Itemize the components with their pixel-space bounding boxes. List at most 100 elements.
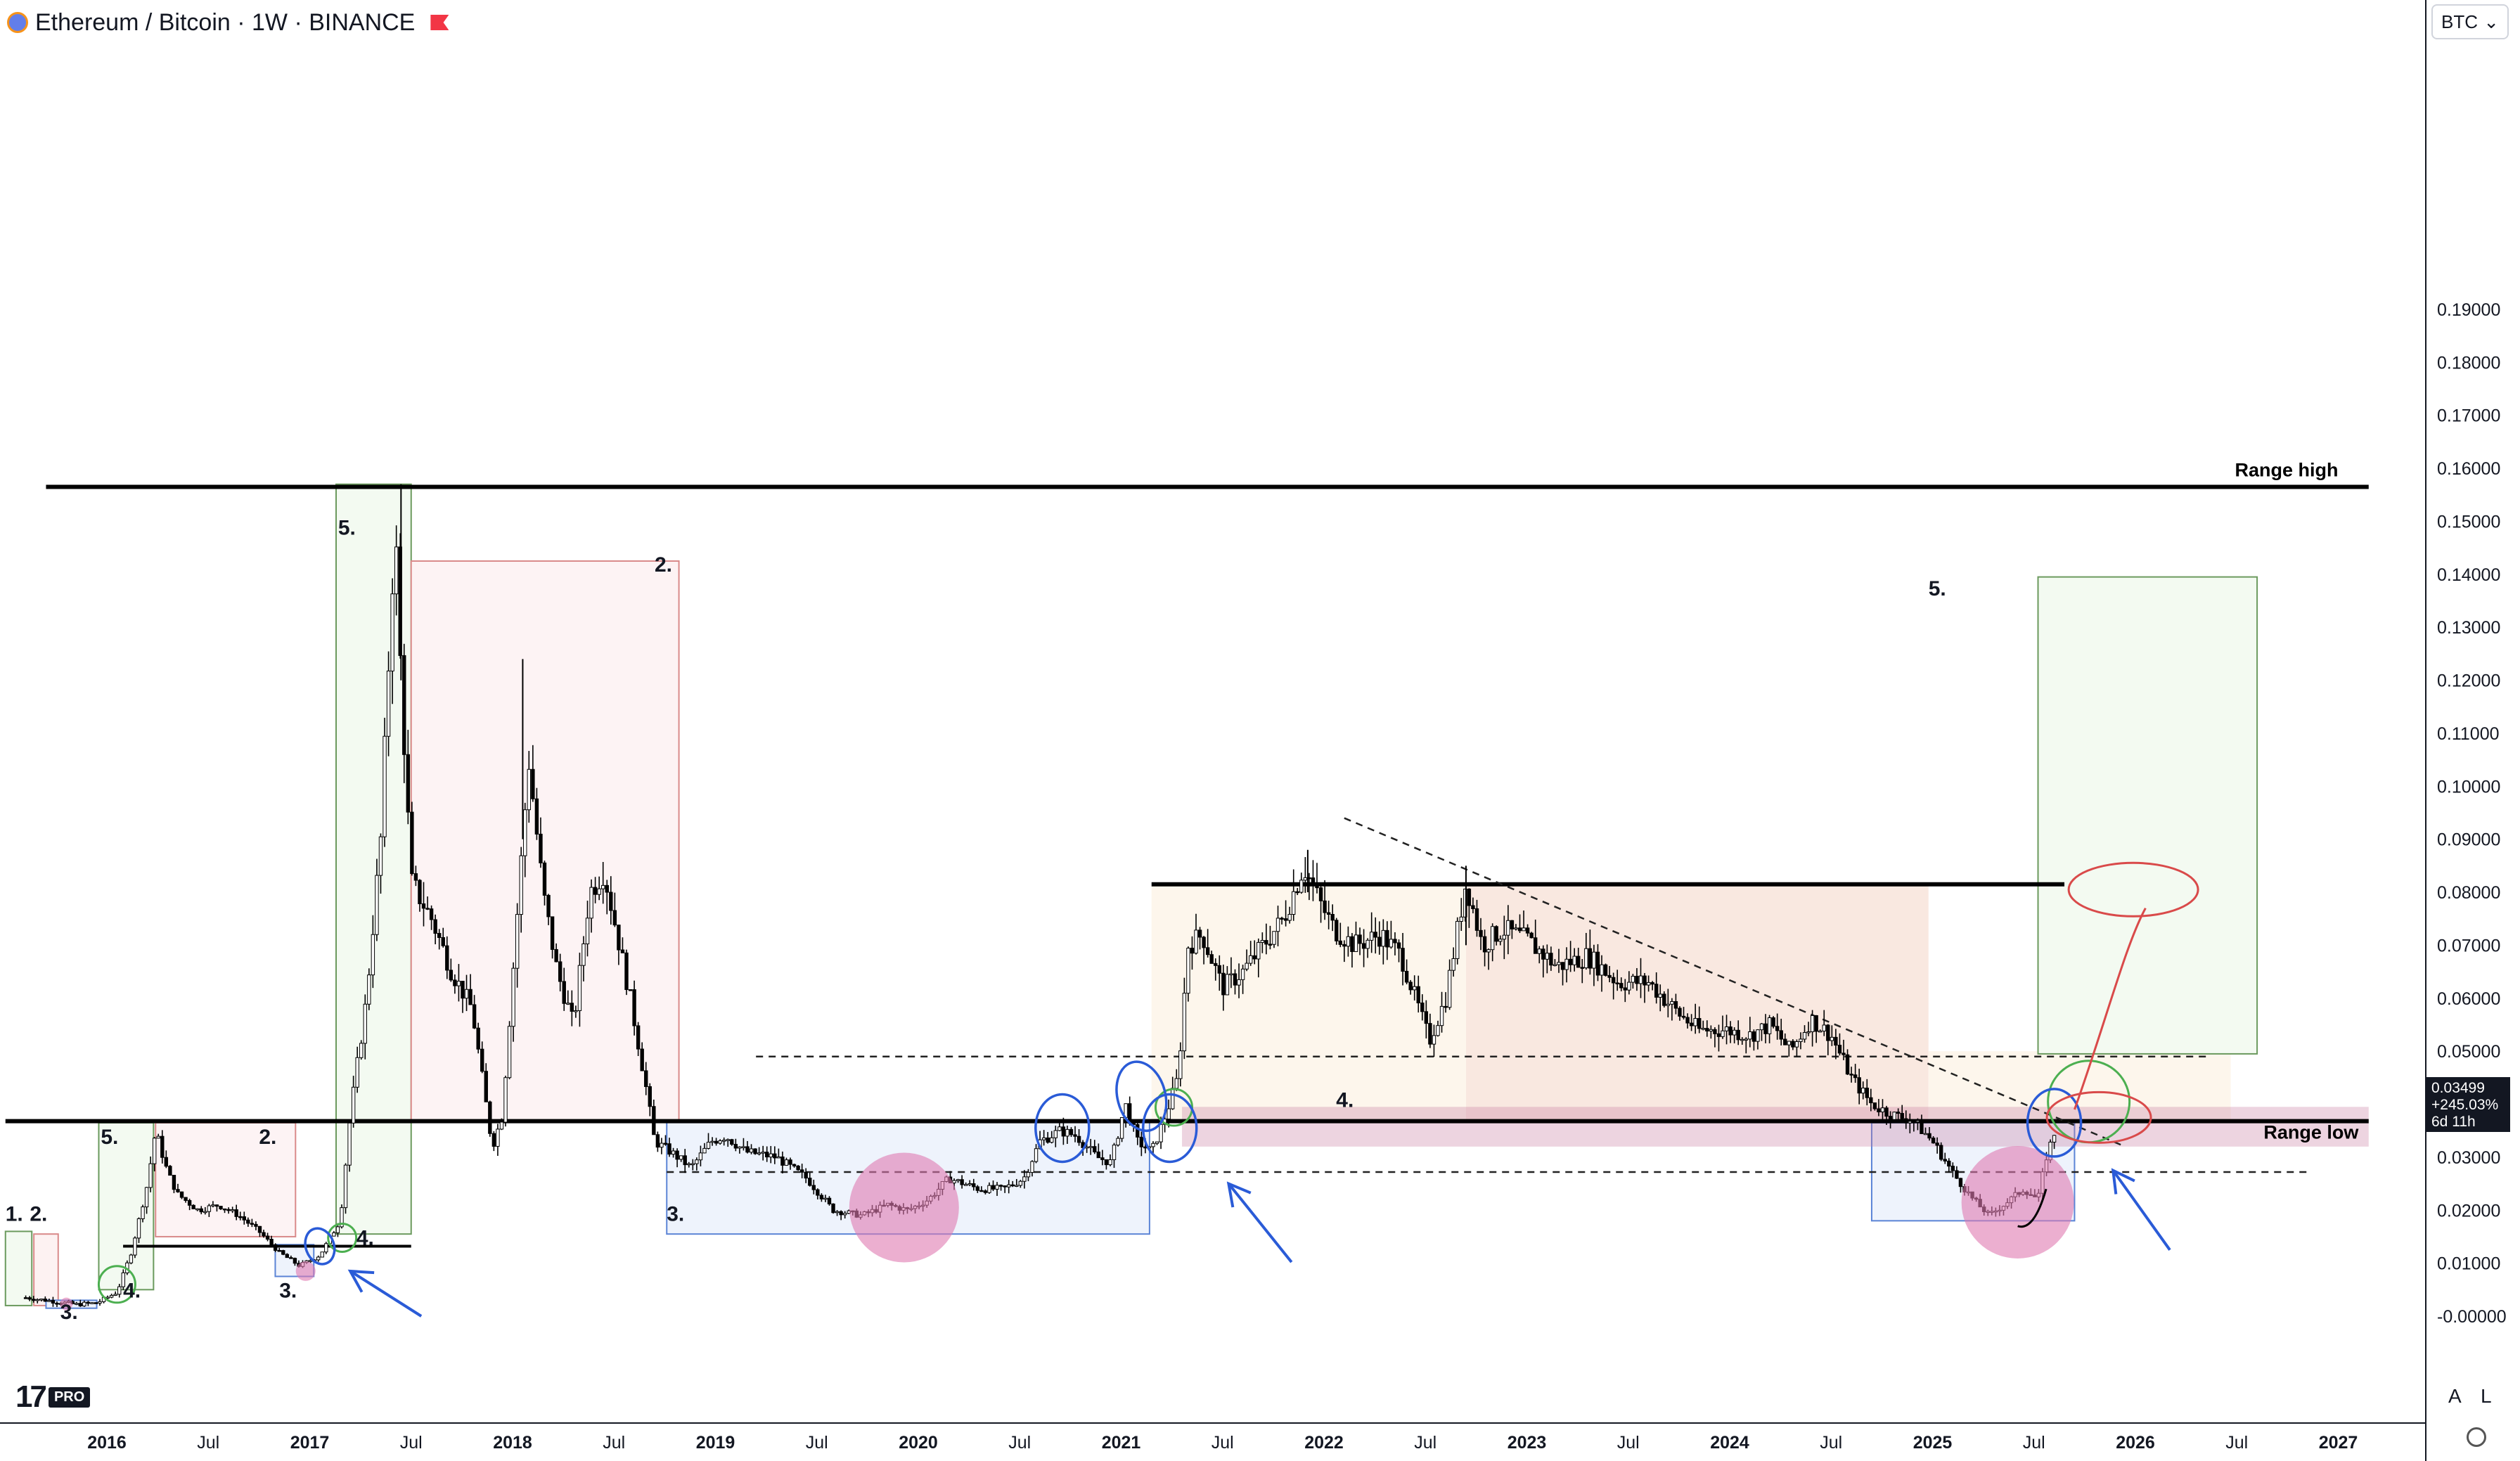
- candle-body: [788, 1159, 792, 1165]
- candle-body: [31, 1299, 36, 1301]
- candle-body: [1159, 1124, 1163, 1143]
- candle-body: [1256, 941, 1261, 960]
- candle-body: [1061, 1126, 1066, 1137]
- candle-body: [51, 1300, 56, 1304]
- candle-body: [605, 884, 609, 893]
- range-high-label: Range high: [2235, 459, 2339, 480]
- candle-body: [792, 1164, 797, 1166]
- candle-body: [1432, 1035, 1436, 1045]
- candle-body: [1607, 974, 1612, 978]
- candle-body: [1428, 1023, 1432, 1045]
- x-tick-label: Jul: [1211, 1433, 1234, 1453]
- candle-body: [1209, 954, 1214, 964]
- candle-body: [1631, 975, 1635, 983]
- x-tick-label: Jul: [197, 1433, 219, 1453]
- candle-body: [1444, 1005, 1448, 1008]
- candle-body: [1603, 964, 1608, 976]
- candle-body: [1872, 1102, 1877, 1109]
- candle-body: [152, 1138, 157, 1164]
- candle-body: [359, 1043, 364, 1058]
- y-tick-label: 0.07000: [2437, 936, 2500, 955]
- candle-body: [281, 1250, 285, 1255]
- candle-body: [1865, 1088, 1869, 1098]
- candle-body: [1202, 937, 1206, 948]
- candle-body: [468, 989, 472, 1005]
- candle-body: [960, 1179, 964, 1185]
- phase-label: 3.: [279, 1280, 297, 1303]
- candle-body: [1904, 1118, 1908, 1124]
- candle-body: [1385, 929, 1389, 948]
- candle-body: [1401, 948, 1405, 972]
- candle-body: [355, 1057, 359, 1088]
- candle-body: [1393, 939, 1397, 944]
- flag-icon[interactable]: [430, 15, 449, 30]
- candle-body: [238, 1216, 243, 1218]
- tradingview-logo: 17 PRO: [15, 1379, 91, 1415]
- candle-body: [1119, 1116, 1124, 1139]
- candle-body: [624, 952, 629, 991]
- candle-body: [842, 1213, 847, 1216]
- candle-body: [612, 910, 617, 926]
- candle-body: [1155, 1141, 1159, 1144]
- candle-body: [1787, 1041, 1792, 1045]
- phase-label: 3.: [60, 1301, 78, 1324]
- candle-body: [1171, 1088, 1175, 1109]
- candle-body: [1783, 1038, 1787, 1045]
- candle-body: [574, 1010, 578, 1012]
- green-circle-marker: [327, 1222, 358, 1253]
- candle-body: [1923, 1133, 1928, 1135]
- candle-body: [1756, 1029, 1760, 1042]
- candle-body: [1744, 1038, 1749, 1041]
- candle-body: [1214, 963, 1218, 966]
- candle-body: [172, 1175, 176, 1190]
- candle-body: [1857, 1077, 1861, 1094]
- candle-body: [1408, 981, 1413, 991]
- candle-body: [1529, 932, 1534, 939]
- x-tick-label: 2021: [1102, 1433, 1141, 1453]
- candle-body: [761, 1152, 765, 1154]
- candle-body: [1549, 953, 1553, 966]
- last-price-tag: 0.03499 +245.03% 6d 11h: [2426, 1077, 2510, 1132]
- blue-ellipse-marker: [1115, 1060, 1168, 1133]
- candle-body: [230, 1209, 235, 1211]
- candle-body: [1751, 1031, 1756, 1042]
- candle-body: [488, 1101, 492, 1134]
- auto-scale-button[interactable]: A: [2448, 1385, 2462, 1407]
- candle-body: [1673, 1000, 1678, 1009]
- log-scale-button[interactable]: L: [2481, 1385, 2492, 1407]
- symbol-title[interactable]: Ethereum / Bitcoin · 1W · BINANCE: [35, 8, 416, 36]
- candle-body: [1361, 943, 1366, 949]
- phase-label: 1.: [6, 1202, 23, 1225]
- candle-body: [1920, 1120, 1924, 1134]
- candle-body: [515, 914, 520, 969]
- y-tick-label: 0.15000: [2437, 512, 2500, 532]
- candle-body: [738, 1146, 742, 1149]
- candle-body: [35, 1299, 39, 1301]
- candle-body: [718, 1140, 722, 1144]
- candle-body: [1771, 1017, 1775, 1027]
- candle-body: [1280, 918, 1284, 920]
- candle-body: [1369, 932, 1374, 941]
- currency-select[interactable]: BTC ⌄: [2431, 4, 2509, 39]
- candle-body: [1459, 916, 1463, 922]
- x-tick-label: 2025: [1913, 1433, 1953, 1453]
- candle-body: [1950, 1166, 1955, 1171]
- candle-body: [1295, 891, 1299, 894]
- candle-body: [819, 1195, 824, 1199]
- candle-body: [86, 1301, 91, 1304]
- y-tick-label: 0.12000: [2437, 671, 2500, 691]
- gear-icon[interactable]: [2467, 1427, 2486, 1447]
- blue-arrow-head: [2111, 1168, 2135, 1195]
- candle-body: [1818, 1030, 1822, 1033]
- candle-body: [1377, 937, 1382, 947]
- phase-label: 2.: [30, 1202, 47, 1225]
- candle-body: [776, 1156, 781, 1159]
- candle-body: [554, 948, 558, 963]
- candle-body: [1666, 1003, 1671, 1006]
- candle-body: [804, 1171, 808, 1179]
- candle-body: [963, 1184, 968, 1186]
- candle-body: [75, 1303, 79, 1305]
- bounce-arrow: [2017, 1188, 2048, 1228]
- candle-body: [191, 1204, 195, 1209]
